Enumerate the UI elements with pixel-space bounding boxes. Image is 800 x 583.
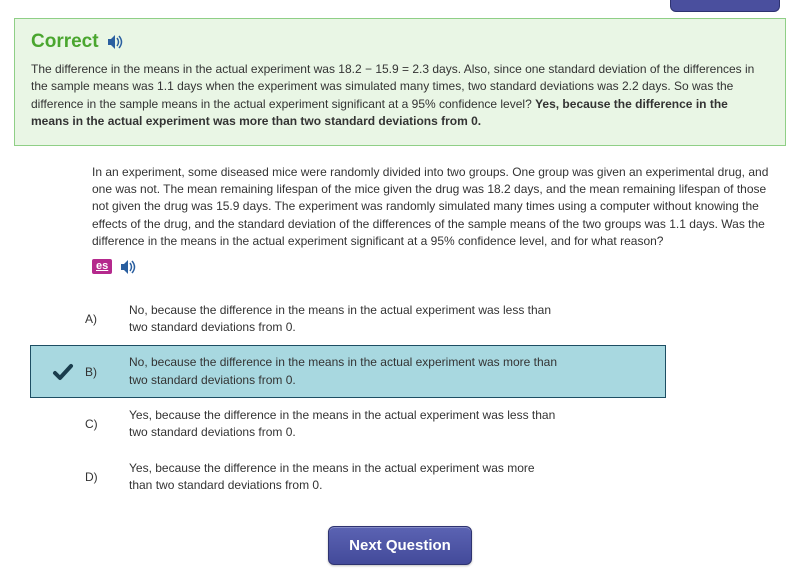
choice-text: No, because the difference in the means … — [129, 354, 559, 389]
answer-choices: A) No, because the difference in the mea… — [30, 293, 786, 504]
choice-c[interactable]: C) Yes, because the difference in the me… — [30, 398, 666, 451]
feedback-panel: Correct The difference in the means in t… — [14, 18, 786, 146]
choice-letter: B) — [85, 365, 129, 379]
audio-icon[interactable] — [120, 259, 138, 275]
choice-letter: C) — [85, 417, 129, 431]
feedback-explanation: The difference in the means in the actua… — [31, 61, 769, 131]
choice-a[interactable]: A) No, because the difference in the mea… — [30, 293, 666, 346]
choice-b[interactable]: B) No, because the difference in the mea… — [30, 345, 666, 398]
top-button-stub-area — [0, 0, 800, 18]
choice-check-col — [41, 362, 85, 382]
choice-letter: A) — [85, 312, 129, 326]
choice-d[interactable]: D) Yes, because the difference in the me… — [30, 451, 666, 504]
feedback-header: Correct — [31, 31, 769, 53]
next-question-button[interactable]: Next Question — [328, 526, 472, 565]
language-es-badge[interactable]: es — [92, 259, 112, 274]
question-icons: es — [92, 259, 786, 275]
choice-text: No, because the difference in the means … — [129, 302, 559, 337]
choice-text: Yes, because the difference in the means… — [129, 407, 559, 442]
collapsed-top-button[interactable] — [670, 0, 780, 12]
audio-icon[interactable] — [107, 34, 125, 50]
choice-text: Yes, because the difference in the means… — [129, 460, 559, 495]
feedback-title: Correct — [31, 31, 99, 53]
checkmark-icon — [52, 362, 74, 382]
question-text: In an experiment, some diseased mice wer… — [92, 164, 786, 251]
choice-letter: D) — [85, 470, 129, 484]
question-area: In an experiment, some diseased mice wer… — [0, 164, 800, 504]
next-button-area: Next Question — [0, 504, 800, 583]
